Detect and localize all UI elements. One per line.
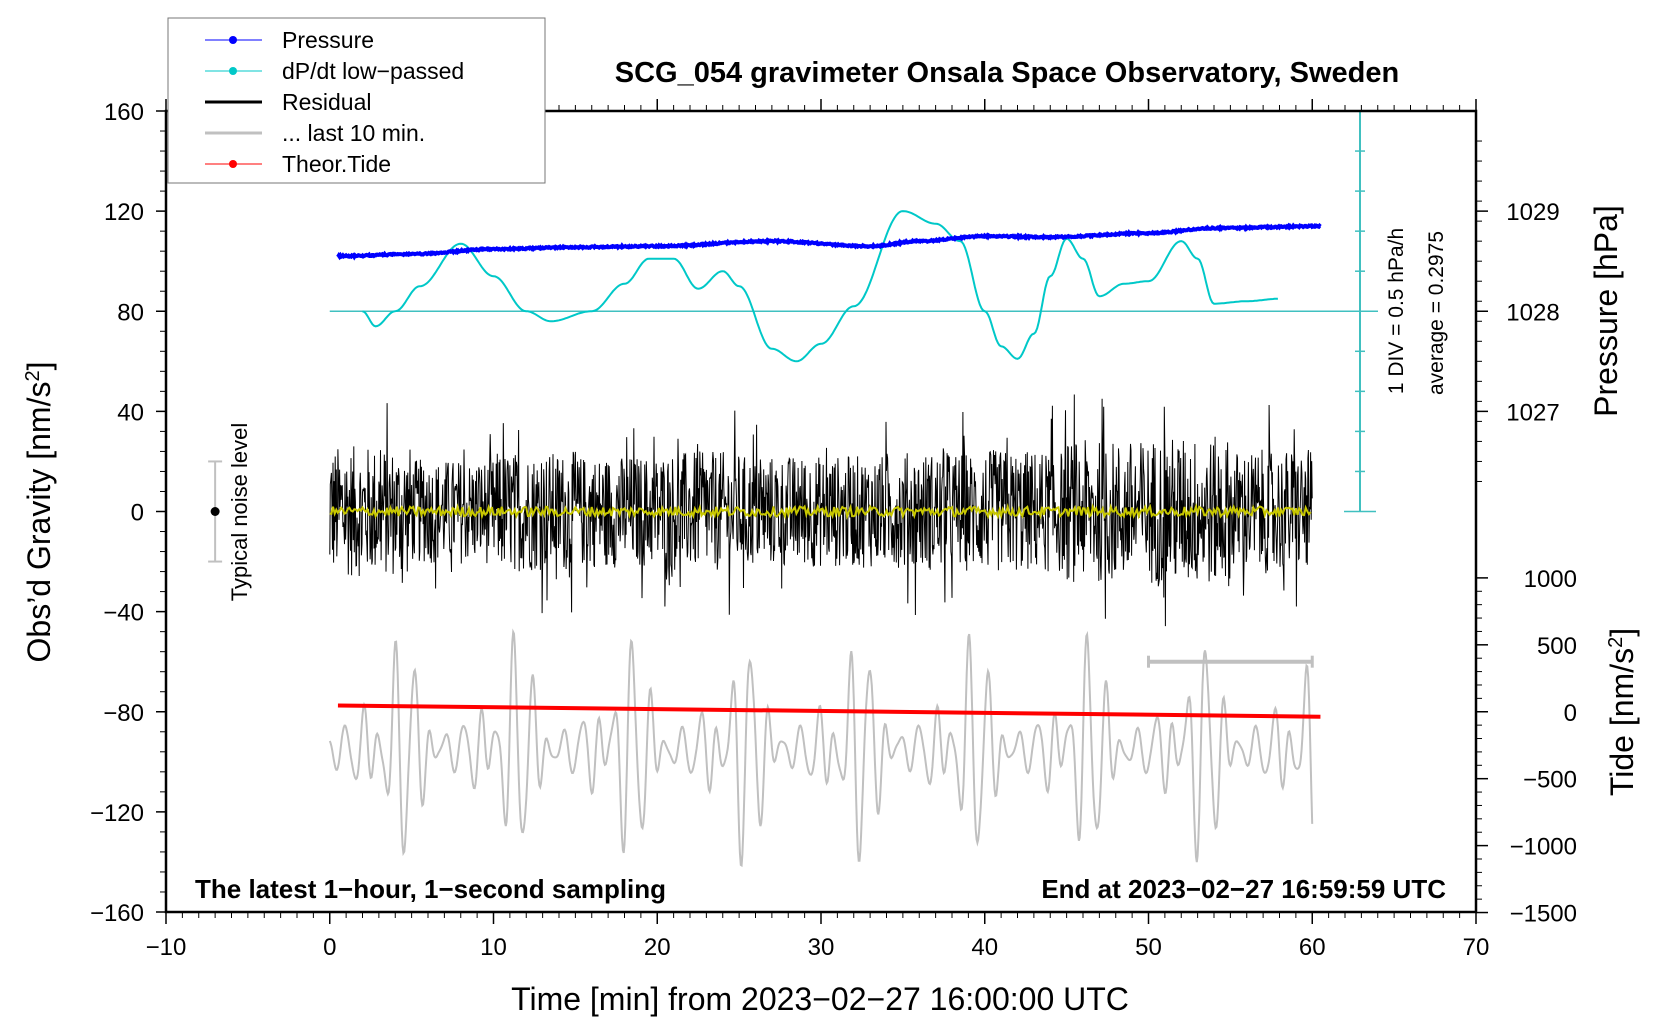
noise-level-dot bbox=[210, 507, 220, 516]
y-tick-label: −80 bbox=[103, 700, 144, 727]
x-tick-label: 20 bbox=[644, 934, 671, 961]
x-tick-label: 0 bbox=[323, 934, 336, 961]
y-tick-label: −120 bbox=[90, 800, 144, 827]
tide-tick-label: 0 bbox=[1564, 700, 1577, 727]
plot-layer bbox=[208, 110, 1378, 868]
y-tick-label: −160 bbox=[90, 900, 144, 927]
pressure-series bbox=[336, 222, 1322, 261]
y-tick-label: 120 bbox=[104, 199, 144, 226]
chart-title: SCG_054 gravimeter Onsala Space Observat… bbox=[615, 57, 1399, 89]
legend-marker-0 bbox=[229, 36, 237, 44]
y-tick-label: 0 bbox=[131, 500, 144, 527]
pressure-axis-label: Pressure [hPa] bbox=[1588, 205, 1624, 417]
legend-marker-1 bbox=[229, 67, 237, 75]
legend-label-0: Pressure bbox=[282, 27, 374, 53]
pressure-tick-label: 1029 bbox=[1506, 199, 1559, 226]
average-label: average = 0.2975 bbox=[1425, 231, 1448, 395]
pressure-tick-label: 1027 bbox=[1506, 399, 1559, 426]
y-axis-label-sup: 2 bbox=[22, 370, 44, 381]
y-tick-label: 40 bbox=[117, 399, 144, 426]
tide-axis-label-text: Tide [nm/s bbox=[1604, 648, 1640, 796]
annotation-end-time: End at 2023−02−27 16:59:59 UTC bbox=[1041, 874, 1446, 904]
tide-series bbox=[337, 703, 1321, 719]
tide-tick-label: 1000 bbox=[1524, 566, 1577, 593]
tide-tick-label: −500 bbox=[1523, 767, 1577, 794]
tide-axis-label-close: ] bbox=[1604, 628, 1640, 637]
tide-axis-label: Tide [nm/s2] bbox=[1604, 628, 1640, 796]
x-tick-label: 50 bbox=[1135, 934, 1162, 961]
residual-smoothed-series bbox=[329, 502, 1312, 521]
y-tick-label: −40 bbox=[103, 600, 144, 627]
x-tick-label: 60 bbox=[1299, 934, 1326, 961]
legend-entries: Pressure dP/dt low−passed Residual ... last… bbox=[205, 27, 464, 177]
legend: Pressure dP/dt low−passed Residual ... last… bbox=[167, 17, 546, 184]
div-scale-label: 1 DIV = 0.5 hPa/h bbox=[1385, 228, 1408, 394]
legend-label-1: dP/dt low−passed bbox=[282, 58, 464, 84]
legend-label-4: Theor.Tide bbox=[282, 151, 391, 177]
pressure-tick-label: 1028 bbox=[1506, 299, 1559, 326]
y-axis-label-close: ] bbox=[21, 362, 57, 371]
x-axis-label: Time [min] from 2023−02−27 16:00:00 UTC bbox=[511, 981, 1129, 1017]
tide-axis-label-sup: 2 bbox=[1605, 637, 1627, 648]
tide-tick-label: 500 bbox=[1537, 633, 1577, 660]
legend-label-3: ... last 10 min. bbox=[282, 120, 425, 146]
axis-ticks: −10 0 10 20 30 40 50 60 70 160 120 80 40 0 −40 −80 −120 −… bbox=[90, 99, 1577, 961]
x-tick-label: 30 bbox=[808, 934, 835, 961]
y-axis-label-text: Obs’d Gravity [nm/s bbox=[21, 382, 57, 663]
x-tick-label: 40 bbox=[971, 934, 998, 961]
noise-level-label: Typical noise level bbox=[227, 423, 252, 602]
tide-tick-label: −1000 bbox=[1510, 834, 1577, 861]
y-tick-label: 80 bbox=[117, 299, 144, 326]
y-tick-label: 160 bbox=[104, 99, 144, 126]
legend-label-2: Residual bbox=[282, 89, 372, 115]
legend-marker-4 bbox=[229, 160, 237, 168]
x-tick-label: 70 bbox=[1463, 934, 1490, 961]
last-10-min-series bbox=[328, 628, 1314, 868]
x-tick-label: 10 bbox=[480, 934, 507, 961]
y-axis-label: Obs’d Gravity [nm/s2] bbox=[21, 362, 57, 663]
tide-tick-label: −1500 bbox=[1510, 901, 1577, 928]
annotation-sampling: The latest 1−hour, 1−second sampling bbox=[195, 874, 666, 904]
dpdt-series bbox=[362, 210, 1278, 363]
residual-series bbox=[329, 394, 1313, 627]
x-tick-label: −10 bbox=[146, 934, 187, 961]
